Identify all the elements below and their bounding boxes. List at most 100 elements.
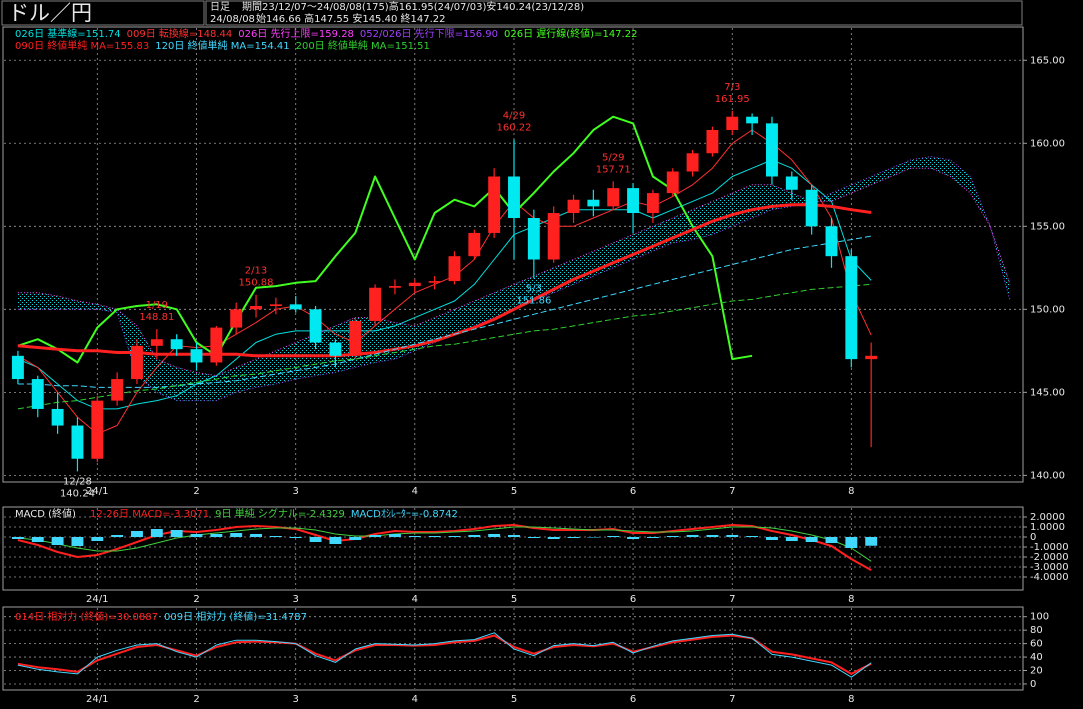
histogram-bar (150, 529, 163, 537)
y-tick-label: 100 (1030, 612, 1049, 623)
x-tick-label: 3 (293, 694, 299, 705)
histogram-bar (686, 535, 699, 537)
candle-body (448, 256, 461, 282)
candle-body (388, 286, 401, 288)
histogram-bar (170, 530, 183, 537)
legend-entry: 9日 単純 シグナル=-2.4329 (215, 507, 345, 520)
candle-body (766, 123, 778, 177)
candle-body (369, 287, 382, 321)
y-tick-label: 145.00 (1030, 387, 1065, 398)
annotation-date: 1/19 (146, 300, 168, 311)
series-line (17, 167, 1011, 377)
histogram-bar (408, 536, 421, 537)
candle-body (666, 171, 679, 194)
candle-body (408, 282, 421, 287)
annotation-value: 157.71 (596, 164, 631, 175)
y-tick-label: 160.00 (1030, 138, 1065, 149)
legend-entry: 009日 相対力 (終値)=31.4787 (164, 610, 307, 623)
y-tick-label: -2.0000 (1030, 552, 1069, 563)
histogram-bar (111, 535, 124, 537)
annotation-value: 160.22 (497, 123, 532, 134)
histogram-bar (587, 537, 600, 538)
candle-body (250, 306, 262, 310)
candle-body (170, 339, 183, 350)
candle-body (289, 304, 302, 310)
date: 24/08/08 (210, 14, 255, 25)
legend-entry: 026日 基準線=151.74 (15, 27, 121, 40)
x-tick-label: 5 (511, 486, 517, 497)
y-tick-label: 20 (1030, 666, 1043, 677)
annotation-value: 140.24 (60, 488, 95, 499)
candle-body (210, 327, 223, 363)
panel-frame (2, 606, 1024, 691)
x-tick-label: 6 (630, 594, 636, 605)
candle-body (488, 176, 501, 233)
candle-body (190, 349, 203, 363)
candle-body (547, 213, 560, 260)
candle-body (726, 116, 739, 130)
series-line (17, 156, 1011, 402)
legend-entry: 026日 先行上限=159.28 (238, 27, 354, 40)
histogram-bar (131, 531, 143, 537)
candle-body (150, 339, 163, 346)
legend-entry: 090日 終値単純 MA=155.83 (15, 39, 149, 52)
histogram-bar (31, 537, 44, 542)
annotation-date: 2/13 (245, 266, 267, 277)
day-ohlc: 始146.66 高147.55 安145.40 終147.22 (256, 12, 446, 25)
y-tick-label: 150.00 (1030, 304, 1065, 315)
x-tick-label: 24/1 (86, 594, 108, 605)
histogram-bar (607, 536, 620, 537)
y-tick-label: -4.0000 (1030, 572, 1069, 583)
x-tick-label: 24/1 (86, 694, 108, 705)
histogram-bar (448, 536, 461, 537)
histogram-bar (706, 535, 719, 537)
histogram-bar (369, 535, 382, 537)
histogram-bar (845, 537, 858, 548)
histogram-bar (567, 537, 580, 538)
histogram-bar (51, 537, 64, 545)
legend-entry: 200日 終値単純 MA=151.51 (296, 39, 430, 52)
histogram-bar (91, 537, 104, 541)
candle-body (627, 188, 640, 214)
candle-body (706, 130, 719, 154)
histogram-bar (805, 537, 818, 542)
histogram-bar (865, 537, 878, 546)
series-line (17, 634, 872, 675)
histogram-bar (468, 535, 481, 537)
histogram-bar (289, 537, 302, 538)
panel-frame (2, 26, 1024, 483)
legend-entry: MACDｵｼﾚｰﾀｰ=-0.8742 (351, 508, 458, 520)
legend-entry: 009日 転換線=148.44 (127, 27, 233, 40)
histogram-bar (746, 536, 759, 537)
candle-body (349, 320, 362, 356)
y-tick-label: 155.00 (1030, 221, 1065, 232)
histogram-bar (230, 533, 243, 537)
legend-entry: 120日 終値単純 MA=154.41 (155, 39, 289, 52)
y-tick-label: 165.00 (1030, 55, 1065, 66)
candle-body (567, 199, 580, 214)
annotation-value: 151.86 (516, 295, 551, 306)
histogram-bar (309, 537, 322, 542)
y-tick-label: 60 (1030, 639, 1043, 650)
legend-entry: 026日 遅行線(終値)=147.22 (504, 27, 637, 40)
x-tick-label: 5 (511, 694, 517, 705)
candle-body (508, 176, 520, 218)
histogram-bar (825, 537, 838, 543)
y-tick-label: 80 (1030, 625, 1043, 636)
panel-frame (2, 506, 1024, 591)
histogram-bar (627, 537, 640, 539)
annotation-value: 150.88 (239, 278, 274, 289)
series-line (17, 129, 872, 435)
histogram-bar (428, 536, 441, 537)
x-tick-label: 24/1 (86, 486, 108, 497)
x-tick-label: 4 (412, 694, 418, 705)
candle-body (865, 355, 878, 360)
legend-entry: 12-26日 MACD=-3.3071 (90, 509, 209, 520)
y-tick-label: 2.0000 (1030, 512, 1065, 523)
histogram-bar (488, 534, 501, 537)
candle-body (329, 342, 342, 356)
period-info: 期間23/12/07～24/08/08(175)高161.95(24/07/03… (242, 0, 584, 13)
x-tick-label: 8 (848, 594, 854, 605)
x-tick-label: 2 (193, 694, 199, 705)
